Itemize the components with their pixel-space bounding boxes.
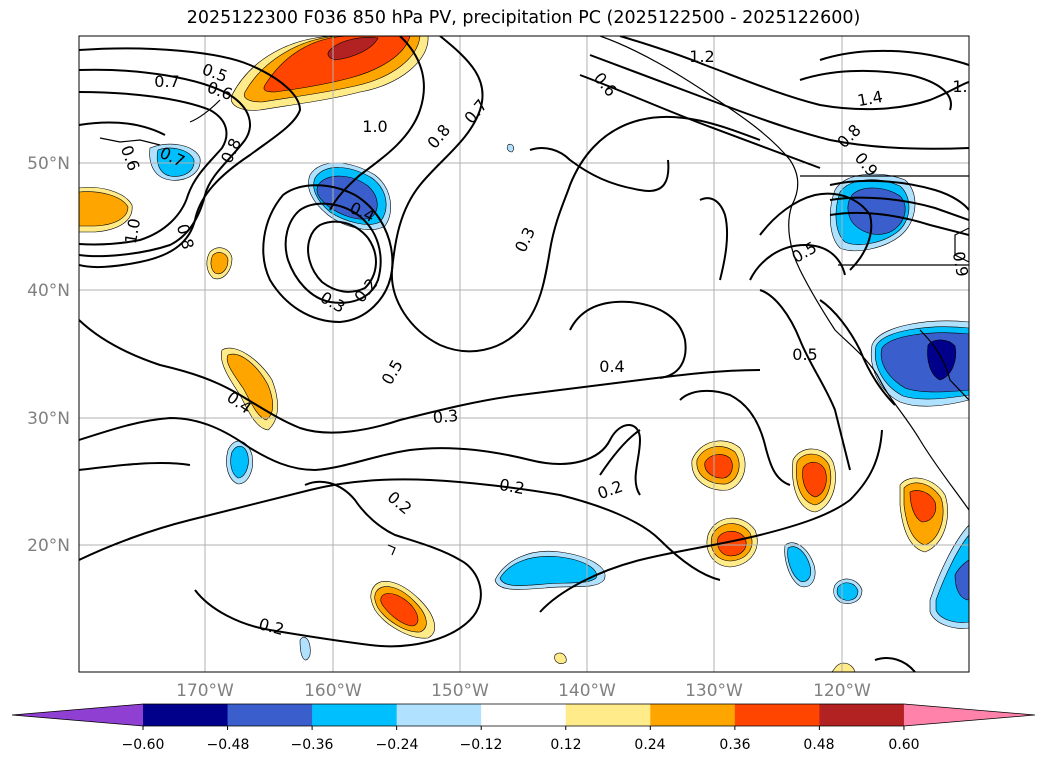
lon-label: 160°W xyxy=(304,681,362,701)
lat-label: 40°N xyxy=(27,281,70,301)
latitude-labels: 50°N 40°N 30°N 20°N xyxy=(27,154,70,556)
colorbar-tick-label: 0.36 xyxy=(719,737,750,753)
contour-label: 0.7 xyxy=(460,96,491,128)
precipitation-shading xyxy=(79,36,969,672)
contour-label: 0.4 xyxy=(599,357,624,376)
contour-labels: 0.7 0.5 0.6 0.7 0.6 0.8 1.0 0.8 0.7 0.6 … xyxy=(117,47,972,639)
lon-label: 130°W xyxy=(685,681,743,701)
contour-label: 0.8 xyxy=(833,120,864,151)
lon-label: 170°W xyxy=(176,681,234,701)
contour-label: 0.5 xyxy=(792,345,817,364)
contour-label: 0.3 xyxy=(511,224,539,255)
colorbar-tick-label: 0.12 xyxy=(550,737,581,753)
colorbar-tick-label: −0.48 xyxy=(207,737,250,753)
contour-label: 0.2 xyxy=(595,477,625,504)
colorbar-tick-label: −0.12 xyxy=(460,737,503,753)
colorbar: −0.60 −0.48 −0.36 −0.24 −0.12 0.12 0.24 … xyxy=(11,703,1036,753)
contour-label: 0.3 xyxy=(432,406,459,427)
lat-label: 30°N xyxy=(27,409,70,429)
colorbar-segment xyxy=(734,704,820,726)
longitude-labels: 170°W 160°W 150°W 140°W 130°W 120°W xyxy=(176,681,871,701)
contour-label: 1.2 xyxy=(689,47,714,66)
colorbar-tick-label: −0.24 xyxy=(376,737,419,753)
colorbar-tick-label: 0.24 xyxy=(634,737,665,753)
colorbar-segment xyxy=(396,704,482,726)
contour-label: 0.9 xyxy=(949,250,972,278)
map-title: 2025122300 F036 850 hPa PV, precipitatio… xyxy=(186,8,861,28)
colorbar-segment xyxy=(650,704,736,726)
colorbar-segment xyxy=(143,704,229,726)
contour-label: 0.6 xyxy=(590,69,621,101)
graticule xyxy=(79,36,969,672)
colorbar-tick-label: −0.36 xyxy=(291,737,334,753)
colorbar-segment xyxy=(565,704,651,726)
contour-label: 0.7 xyxy=(154,72,179,91)
lon-label: 150°W xyxy=(431,681,489,701)
colorbar-segment xyxy=(481,704,567,726)
colorbar-tick-label: −0.60 xyxy=(122,737,165,753)
contour-label: 0.6 xyxy=(205,78,235,105)
lon-label: 120°W xyxy=(813,681,871,701)
colorbar-segment xyxy=(227,704,313,726)
pv-contours xyxy=(79,36,969,672)
colorbar-segment xyxy=(903,704,1035,726)
contour-label: 0.2 xyxy=(257,614,287,639)
contour-label: 0.2 xyxy=(384,487,416,518)
contour-label: 0.5 xyxy=(378,356,407,388)
map-frame xyxy=(78,35,970,673)
colorbar-segment xyxy=(12,704,143,726)
lon-label: 140°W xyxy=(558,681,616,701)
lat-label: 50°N xyxy=(27,154,70,174)
coastlines xyxy=(99,36,969,556)
contour-label: 0.5 xyxy=(788,238,820,267)
colorbar-tick-label: 0.48 xyxy=(803,737,834,753)
contour-label: 1. xyxy=(952,77,967,96)
colorbar-ticks: −0.60 −0.48 −0.36 −0.24 −0.12 0.12 0.24 … xyxy=(122,726,920,753)
colorbar-segment xyxy=(312,704,398,726)
colorbar-segments xyxy=(11,703,1036,727)
lat-label: 20°N xyxy=(27,536,70,556)
colorbar-segment xyxy=(819,704,905,726)
contour-label: 0.2 xyxy=(498,475,526,498)
contour-label: 1.4 xyxy=(856,87,884,110)
colorbar-tick-label: 0.60 xyxy=(888,737,919,753)
contour-label: 1.0 xyxy=(362,117,387,136)
contour-label: 0.8 xyxy=(423,121,454,153)
contour-label: 1.0 xyxy=(121,217,144,245)
contour-label: 0.6 xyxy=(117,143,144,173)
